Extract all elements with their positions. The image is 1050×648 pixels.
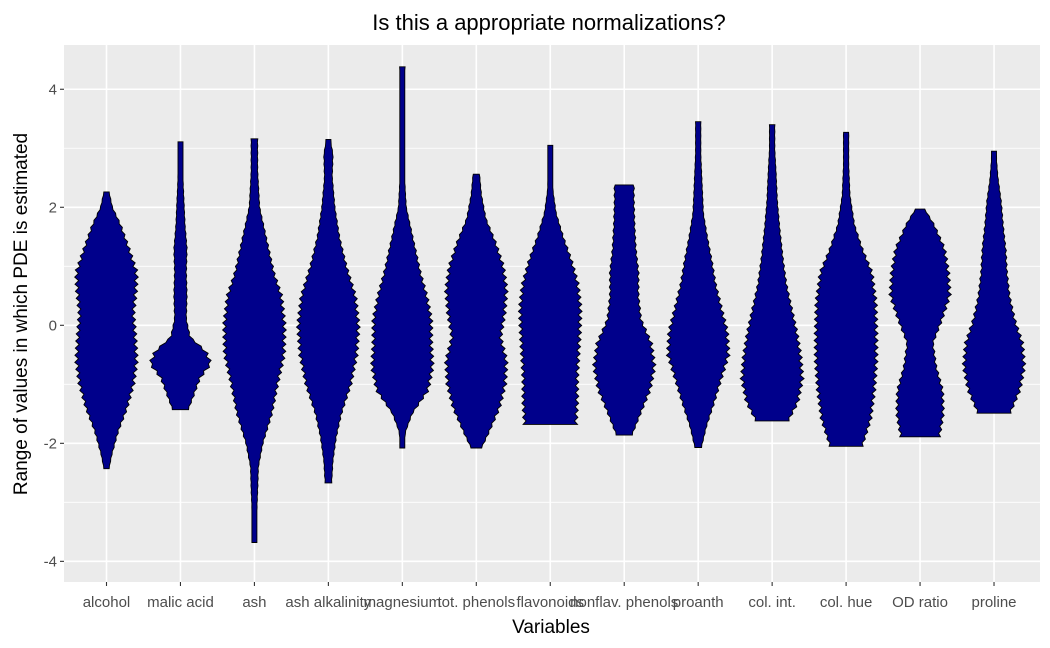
- violin-nonflav-phenols: [591, 184, 657, 436]
- violin-malic-acid: [149, 141, 212, 411]
- violin-alcohol: [74, 191, 139, 470]
- x-tick-label: OD ratio: [892, 594, 948, 611]
- violin-col-int-: [739, 124, 805, 422]
- x-tick-label: magnesium: [364, 594, 442, 611]
- x-tick-label: proline: [972, 594, 1017, 611]
- y-tick-label: -2: [44, 435, 57, 452]
- x-tick-label: nonflav. phenols: [570, 594, 678, 611]
- x-tick-label: malic acid: [147, 594, 214, 611]
- x-axis: alcohol malic acid ash ash alkalinitymagnes…: [83, 582, 1017, 611]
- violin-col-hue: [813, 131, 879, 447]
- violin-ash-alkalinity: [295, 138, 361, 484]
- x-axis-title: Variables: [512, 617, 590, 638]
- y-axis: -4 -2 0 2 4: [44, 81, 64, 570]
- violin-flavonoids: [517, 144, 583, 425]
- violin-proline: [961, 150, 1027, 414]
- violin-proanth: [665, 121, 731, 448]
- x-tick-label: alcohol: [83, 594, 131, 611]
- x-tick-label: ash alkalinity: [285, 594, 371, 611]
- x-tick-label: flavonoids: [516, 594, 584, 611]
- y-tick-label: -4: [44, 553, 57, 570]
- violin-od-ratio: [888, 208, 952, 438]
- violin-tot-phenols: [443, 173, 509, 449]
- violin-magnesium: [369, 66, 435, 449]
- violin-ash: [221, 138, 287, 543]
- y-tick-label: 0: [49, 317, 57, 334]
- x-tick-label: col. int.: [748, 594, 796, 611]
- violins: [74, 66, 1027, 543]
- y-tick-label: 4: [49, 81, 57, 98]
- x-tick-label: proanth: [673, 594, 724, 611]
- y-axis-title: Range of values in which PDE is estimate…: [11, 133, 32, 495]
- y-tick-label: 2: [49, 199, 57, 216]
- x-tick-label: ash: [242, 594, 266, 611]
- chart-title: Is this a appropriate normalizations?: [372, 10, 725, 35]
- x-tick-label: tot. phenols: [438, 594, 516, 611]
- x-tick-label: col. hue: [820, 594, 873, 611]
